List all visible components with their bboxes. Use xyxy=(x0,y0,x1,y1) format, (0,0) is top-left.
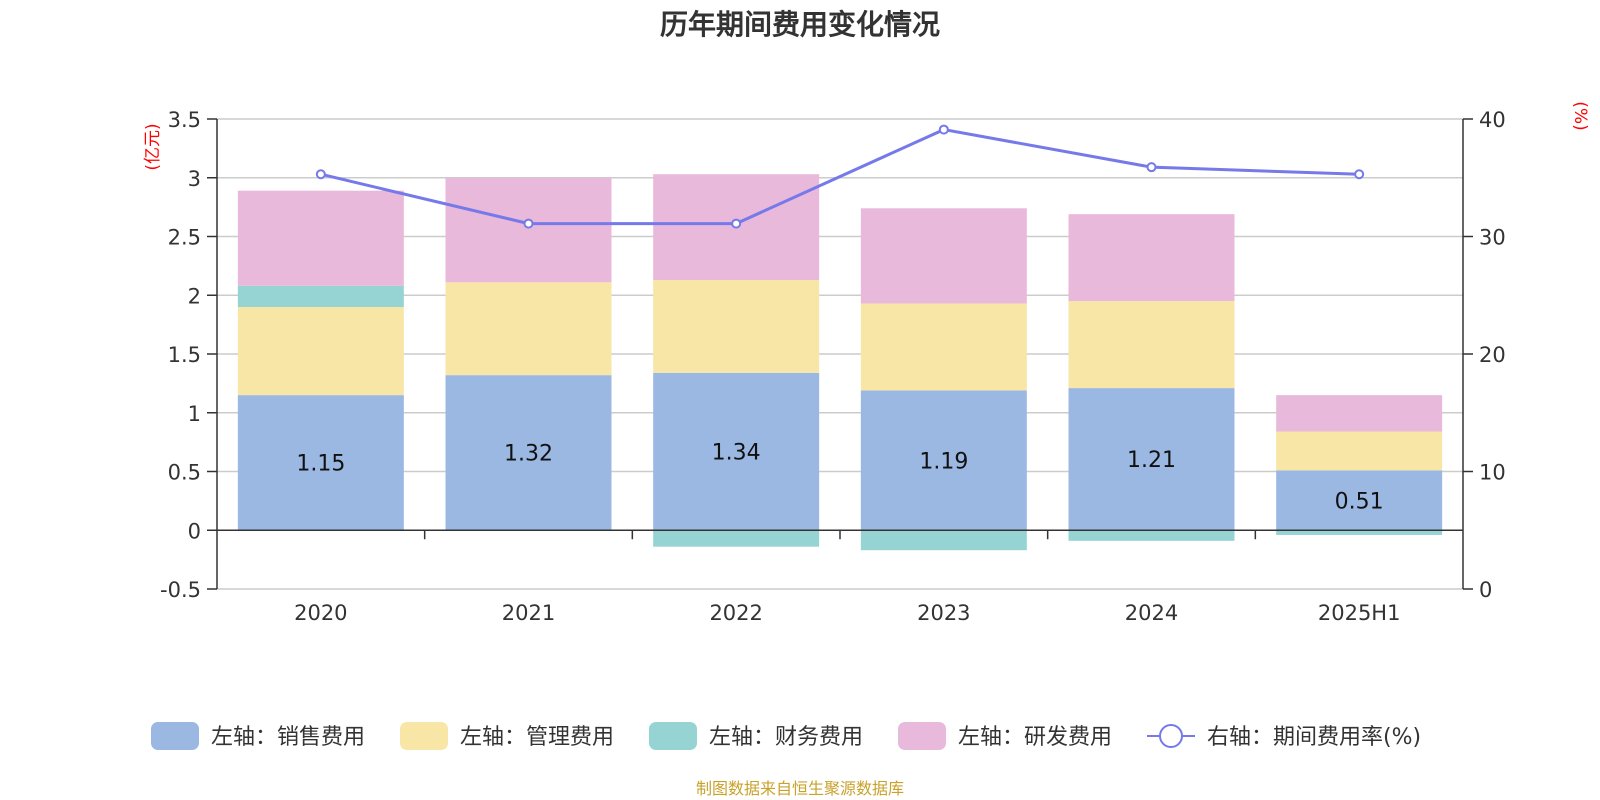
bar-segment xyxy=(860,208,1027,304)
legend-swatch xyxy=(649,722,697,750)
legend: 左轴：销售费用 左轴：管理费用 左轴：财务费用 左轴：研发费用 右轴：期间费用率(%) xyxy=(151,722,1421,750)
bar-segment xyxy=(860,530,1027,551)
bar-segment xyxy=(653,279,820,373)
left-axis-tick-label: 1 xyxy=(188,402,201,426)
bar-segment xyxy=(445,177,612,283)
data-label: 0.51 xyxy=(1335,489,1384,514)
rate-point xyxy=(523,218,534,229)
rate-point xyxy=(1354,169,1365,180)
left-axis-tick-label: 1.5 xyxy=(168,343,201,367)
bar-segment xyxy=(237,395,404,531)
data-label: 1.19 xyxy=(919,449,968,474)
left-axis-tick-label: -0.5 xyxy=(160,578,201,602)
bar-segment xyxy=(237,190,404,286)
legend-marker xyxy=(1159,724,1183,748)
bar-segment xyxy=(653,530,820,547)
right-axis-tick-label: 20 xyxy=(1479,343,1506,367)
left-axis-tick-label: 3 xyxy=(188,167,201,191)
right-axis-tick-label: 10 xyxy=(1479,461,1506,485)
x-axis-tick-label: 2021 xyxy=(502,601,555,625)
bar-segment xyxy=(237,307,404,396)
rate-point xyxy=(315,169,326,180)
legend-label: 右轴：期间费用率(%) xyxy=(1207,725,1421,750)
bar-segment xyxy=(653,372,820,531)
left-axis-tick-label: 3.5 xyxy=(168,108,201,132)
rate-point xyxy=(1146,162,1157,173)
right-axis-tick-label: 0 xyxy=(1479,578,1492,602)
legend-label: 左轴：管理费用 xyxy=(460,725,614,750)
bar-segment xyxy=(1068,301,1235,389)
bar-segment xyxy=(1068,530,1235,541)
left-axis-unit: (亿元) xyxy=(143,123,163,170)
x-axis-tick-label: 2024 xyxy=(1125,601,1178,625)
bar-segment xyxy=(860,390,1027,531)
bar-segment xyxy=(445,282,612,376)
bar-segment xyxy=(1068,214,1235,302)
right-axis-ticks: 40 30 20 10 0 xyxy=(1463,108,1506,602)
chart-title: 历年期间费用变化情况 xyxy=(660,8,940,41)
rate-line xyxy=(320,128,1360,226)
right-axis-unit: (%) xyxy=(1570,101,1590,130)
bar-series-group xyxy=(237,174,1443,551)
rate-point xyxy=(731,218,742,229)
x-axis-tick-label: 2020 xyxy=(294,601,347,625)
legend-label: 左轴：研发费用 xyxy=(958,725,1112,750)
bar-segment xyxy=(1276,431,1443,471)
data-label: 1.15 xyxy=(296,452,345,477)
bar-segment xyxy=(1068,388,1235,531)
data-label: 1.34 xyxy=(712,441,761,466)
right-axis-tick-label: 40 xyxy=(1479,108,1506,132)
x-axis-tick-label: 2023 xyxy=(917,601,970,625)
left-axis-ticks: 3.5 3 2.5 2 1.5 1 0.5 0 -0.5 xyxy=(160,108,217,602)
bar-segment xyxy=(237,285,404,307)
left-axis-tick-label: 2.5 xyxy=(168,226,201,250)
left-axis-tick-label: 2 xyxy=(188,284,201,308)
right-axis-tick-label: 30 xyxy=(1479,226,1506,250)
x-axis-tick-label: 2022 xyxy=(709,601,762,625)
legend-label: 左轴：财务费用 xyxy=(709,725,863,750)
left-axis-tick-label: 0.5 xyxy=(168,461,201,485)
data-label: 1.32 xyxy=(504,442,553,467)
gridlines xyxy=(217,118,1463,590)
legend-label: 左轴：销售费用 xyxy=(211,725,365,750)
left-axis-tick-label: 0 xyxy=(188,519,201,543)
bar-segment xyxy=(1276,530,1443,535)
source-note: 制图数据来自恒生聚源数据库 xyxy=(696,779,904,798)
legend-swatch xyxy=(400,722,448,750)
legend-swatch xyxy=(898,722,946,750)
x-axis-ticks: 2020 2021 2022 2023 2024 2025H1 xyxy=(294,530,1400,625)
bar-segment xyxy=(445,375,612,531)
line-series-group xyxy=(315,124,1365,229)
bar-segment xyxy=(860,303,1027,391)
data-label: 1.21 xyxy=(1127,448,1176,473)
rate-point xyxy=(938,124,949,135)
bar-segment xyxy=(1276,395,1443,432)
bar-segment xyxy=(1276,470,1443,531)
legend-swatch xyxy=(151,722,199,750)
data-labels-group: 1.15 1.32 1.34 1.19 1.21 0.51 xyxy=(296,441,1383,515)
x-axis-tick-label: 2025H1 xyxy=(1318,601,1401,625)
